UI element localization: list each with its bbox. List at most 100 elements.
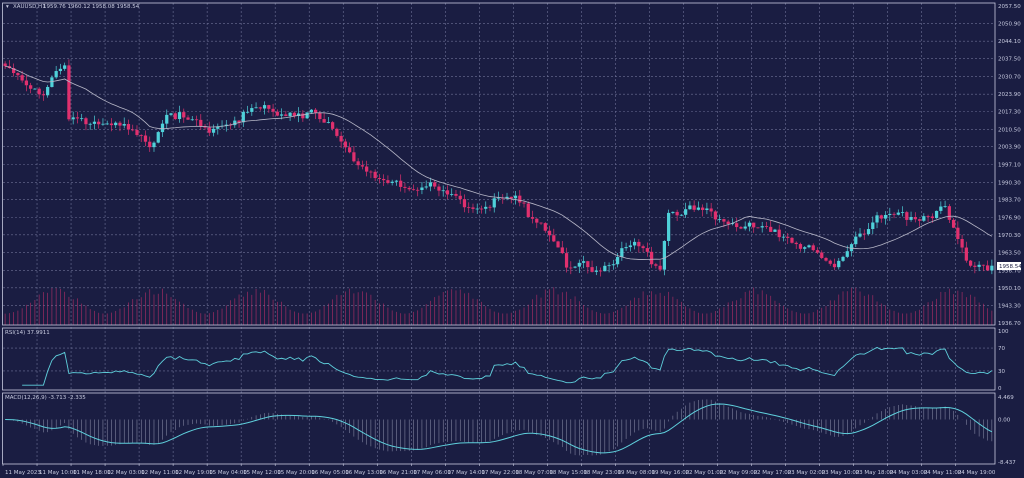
candle-body	[598, 270, 603, 272]
macd-signal-line	[5, 403, 993, 454]
candle-body	[764, 226, 769, 227]
candle-body	[71, 117, 75, 120]
candle-body	[777, 229, 781, 238]
candle-body	[318, 112, 322, 120]
candle-body	[199, 119, 203, 127]
candle-body	[705, 208, 709, 210]
candle-body	[556, 241, 560, 248]
candle-body	[769, 226, 773, 232]
candle-body	[131, 129, 135, 131]
time-tick-label: 19 May 16:00	[651, 470, 689, 476]
candle-body	[594, 270, 598, 272]
candle-body	[46, 86, 50, 96]
candle-body	[960, 239, 964, 248]
panel-frame	[2, 327, 996, 391]
candle-body	[445, 190, 450, 195]
candle-body	[888, 213, 892, 215]
candle-body	[271, 108, 275, 112]
candle-body	[428, 182, 433, 187]
candle-body	[981, 264, 985, 266]
macd-tick-label: 4.469	[998, 395, 1014, 401]
candle-body	[883, 214, 888, 219]
candle-body	[84, 118, 88, 125]
price-tick-label: 2017.30	[998, 109, 1021, 115]
candle-body	[169, 113, 173, 115]
candle-body	[416, 189, 420, 191]
candle-body	[348, 147, 352, 153]
time-tick-label: 23 May 10:00	[822, 470, 860, 476]
candle-body	[573, 266, 577, 268]
candle-body	[296, 113, 301, 117]
candle-body	[262, 105, 267, 109]
candle-body	[411, 189, 416, 191]
candle-body	[815, 250, 820, 253]
candle-body	[373, 171, 377, 179]
candle-body	[313, 109, 318, 113]
candle-body	[858, 233, 862, 237]
price-tick-label: 2030.70	[998, 74, 1021, 80]
price-tick-label: 1956.70	[998, 269, 1021, 275]
candle-body	[849, 244, 854, 252]
candle-body	[773, 229, 777, 232]
price-tick-label: 1950.10	[998, 286, 1021, 292]
volume-bars	[4, 287, 993, 325]
candle-body	[352, 152, 356, 162]
symbol-triangle-icon[interactable]: ▾	[6, 4, 9, 10]
candle-body	[543, 223, 547, 231]
time-tick-label: 18 May 07:00	[515, 470, 553, 476]
candle-body	[964, 247, 968, 261]
candle-body	[437, 186, 441, 191]
moving-average-line	[5, 65, 993, 260]
candle-body	[80, 118, 84, 120]
candles	[3, 59, 994, 277]
candle-body	[649, 251, 654, 265]
ohlc-readout: 1959.76 1960.12 1958.08 1958.54	[43, 4, 140, 10]
candle-body	[671, 211, 675, 213]
candle-body	[824, 257, 828, 261]
candle-body	[662, 240, 666, 270]
candle-body	[854, 236, 858, 245]
candle-body	[518, 195, 522, 203]
candle-body	[990, 265, 994, 271]
price-tick-label: 2044.10	[998, 39, 1021, 45]
candle-body	[871, 222, 875, 230]
candle-body	[224, 124, 228, 126]
candle-body	[581, 261, 586, 263]
candle-body	[807, 245, 811, 248]
candle-body	[752, 222, 756, 228]
candle-body	[118, 122, 122, 126]
candle-body	[530, 217, 535, 219]
candle-body	[24, 80, 29, 86]
candle-body	[922, 216, 926, 221]
candle-body	[722, 219, 726, 222]
time-tick-label: 11 May 2023	[5, 470, 41, 476]
candle-body	[645, 248, 649, 252]
candle-body	[450, 193, 454, 195]
candle-body	[798, 244, 803, 249]
candle-body	[781, 236, 786, 238]
candle-body	[250, 108, 254, 112]
candle-body	[407, 187, 411, 190]
candle-body	[828, 260, 832, 264]
candle-body	[905, 212, 909, 220]
rsi-tick-label: 100	[998, 329, 1009, 335]
candle-body	[547, 230, 552, 236]
candle-body	[743, 226, 747, 229]
candle-body	[126, 124, 131, 130]
panel-frame	[2, 392, 996, 465]
candle-body	[88, 123, 92, 125]
candle-body	[513, 195, 518, 199]
candle-body	[190, 119, 194, 121]
candle-body	[611, 264, 615, 266]
candle-body	[279, 114, 284, 116]
candle-body	[569, 267, 573, 269]
candle-body	[739, 227, 743, 229]
price-tick-label: 2003.90	[998, 145, 1021, 151]
candle-body	[3, 63, 7, 67]
rsi-title: RSI(14) 37.9911	[5, 330, 50, 336]
candle-body	[360, 165, 365, 167]
candle-body	[479, 208, 484, 210]
candle-body	[986, 265, 990, 271]
time-tick-label: 24 May 19:00	[958, 470, 996, 476]
